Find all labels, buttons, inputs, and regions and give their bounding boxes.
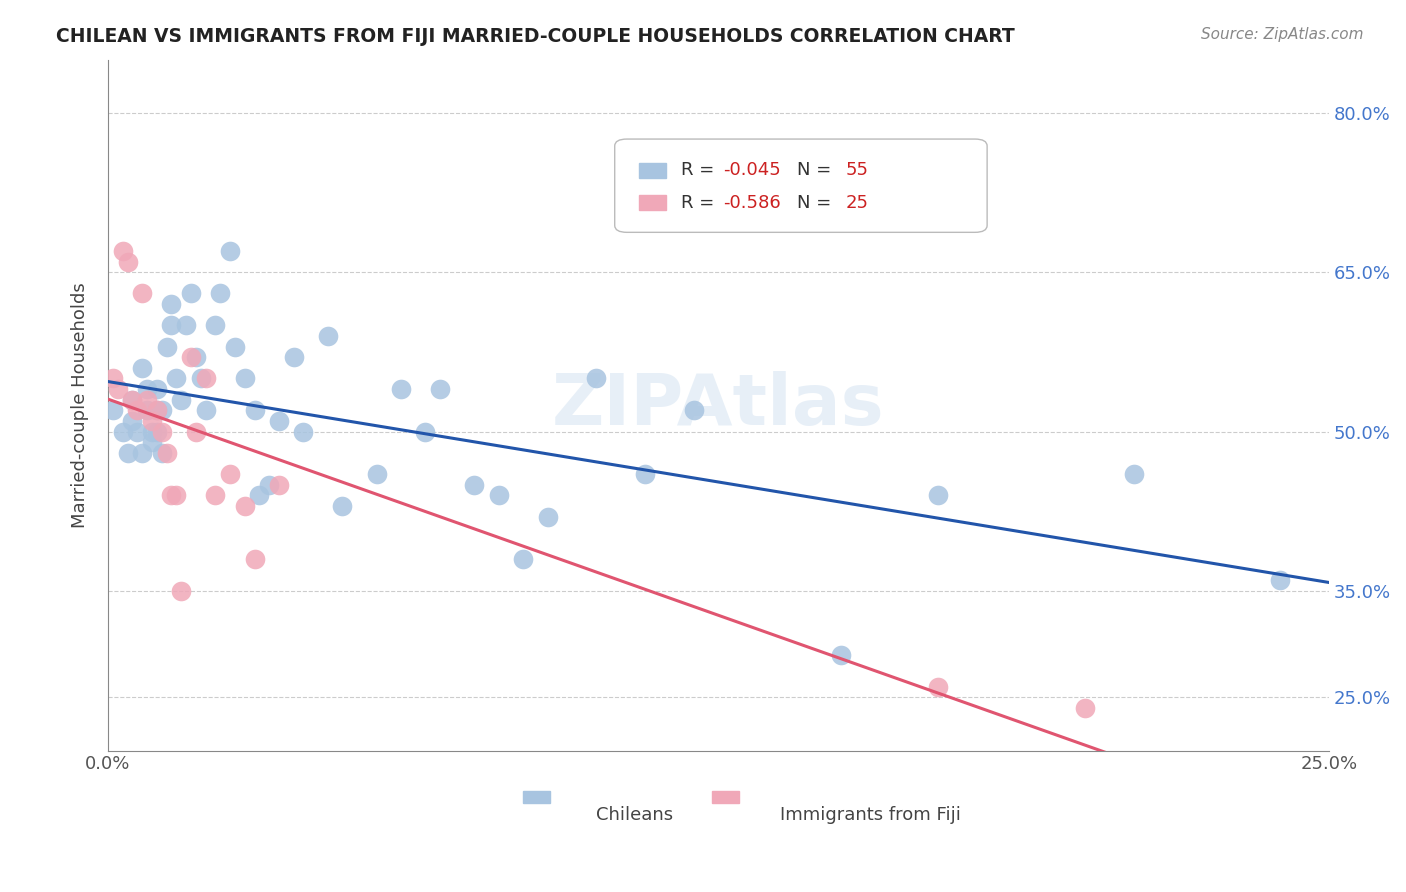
Bar bbox=[713, 790, 740, 803]
Point bbox=[1074, 701, 1097, 715]
Point bbox=[204, 318, 226, 333]
Point bbox=[146, 403, 169, 417]
Point bbox=[165, 488, 187, 502]
Point bbox=[194, 371, 217, 385]
Text: N =: N = bbox=[797, 194, 837, 211]
Point bbox=[927, 488, 949, 502]
Point bbox=[160, 318, 183, 333]
Point bbox=[170, 392, 193, 407]
Point bbox=[150, 403, 173, 417]
Point bbox=[247, 488, 270, 502]
Point bbox=[332, 499, 354, 513]
Text: 55: 55 bbox=[845, 161, 869, 179]
Point bbox=[180, 286, 202, 301]
Point bbox=[190, 371, 212, 385]
Point bbox=[141, 435, 163, 450]
Point bbox=[683, 403, 706, 417]
Text: -0.586: -0.586 bbox=[723, 194, 782, 211]
Point bbox=[121, 392, 143, 407]
Point bbox=[415, 425, 437, 439]
Text: -0.045: -0.045 bbox=[723, 161, 782, 179]
Text: Immigrants from Fiji: Immigrants from Fiji bbox=[779, 805, 960, 824]
Point bbox=[146, 425, 169, 439]
Point bbox=[204, 488, 226, 502]
Point bbox=[316, 329, 339, 343]
Point bbox=[155, 446, 177, 460]
Point bbox=[488, 488, 510, 502]
Point bbox=[219, 244, 242, 258]
Text: N =: N = bbox=[797, 161, 837, 179]
Point bbox=[121, 392, 143, 407]
Point bbox=[184, 425, 207, 439]
Bar bbox=[640, 162, 666, 178]
Point bbox=[233, 371, 256, 385]
Point bbox=[224, 340, 246, 354]
Point bbox=[927, 680, 949, 694]
Point bbox=[389, 382, 412, 396]
Point bbox=[184, 350, 207, 364]
Text: R =: R = bbox=[681, 161, 720, 179]
Point bbox=[165, 371, 187, 385]
Text: ZIPAtlas: ZIPAtlas bbox=[553, 370, 884, 440]
Point bbox=[117, 254, 139, 268]
Point bbox=[111, 425, 134, 439]
Point bbox=[366, 467, 388, 482]
Point bbox=[243, 552, 266, 566]
Point bbox=[283, 350, 305, 364]
Point bbox=[233, 499, 256, 513]
Point bbox=[107, 382, 129, 396]
Point bbox=[243, 403, 266, 417]
Bar bbox=[523, 790, 550, 803]
Point bbox=[209, 286, 232, 301]
Point bbox=[267, 414, 290, 428]
Point bbox=[536, 509, 558, 524]
Point bbox=[150, 446, 173, 460]
Point bbox=[141, 414, 163, 428]
Point bbox=[111, 244, 134, 258]
Y-axis label: Married-couple Households: Married-couple Households bbox=[72, 282, 89, 528]
Point bbox=[170, 584, 193, 599]
Point bbox=[512, 552, 534, 566]
Point bbox=[1122, 467, 1144, 482]
Point bbox=[141, 425, 163, 439]
Point bbox=[194, 403, 217, 417]
Point bbox=[127, 403, 149, 417]
Point bbox=[292, 425, 315, 439]
Point bbox=[180, 350, 202, 364]
Point bbox=[160, 297, 183, 311]
Point bbox=[160, 488, 183, 502]
FancyBboxPatch shape bbox=[614, 139, 987, 232]
Point bbox=[136, 382, 159, 396]
Point bbox=[174, 318, 197, 333]
Point bbox=[101, 371, 124, 385]
Point bbox=[146, 403, 169, 417]
Text: R =: R = bbox=[681, 194, 720, 211]
Point bbox=[150, 425, 173, 439]
Point bbox=[585, 371, 607, 385]
Point bbox=[127, 425, 149, 439]
Point bbox=[146, 382, 169, 396]
Point bbox=[131, 360, 153, 375]
Point bbox=[117, 446, 139, 460]
Point bbox=[131, 446, 153, 460]
Text: CHILEAN VS IMMIGRANTS FROM FIJI MARRIED-COUPLE HOUSEHOLDS CORRELATION CHART: CHILEAN VS IMMIGRANTS FROM FIJI MARRIED-… bbox=[56, 27, 1015, 45]
Point bbox=[131, 286, 153, 301]
Point bbox=[101, 403, 124, 417]
Point bbox=[267, 477, 290, 491]
Point bbox=[121, 414, 143, 428]
Text: Chileans: Chileans bbox=[596, 805, 673, 824]
Point bbox=[429, 382, 451, 396]
Point bbox=[830, 648, 852, 662]
Point bbox=[463, 477, 485, 491]
Point bbox=[136, 403, 159, 417]
Point bbox=[257, 477, 280, 491]
Point bbox=[136, 392, 159, 407]
Bar bbox=[640, 195, 666, 211]
Point bbox=[155, 340, 177, 354]
Point bbox=[219, 467, 242, 482]
Text: 25: 25 bbox=[845, 194, 869, 211]
Text: Source: ZipAtlas.com: Source: ZipAtlas.com bbox=[1201, 27, 1364, 42]
Point bbox=[634, 467, 657, 482]
Point bbox=[1270, 574, 1292, 588]
